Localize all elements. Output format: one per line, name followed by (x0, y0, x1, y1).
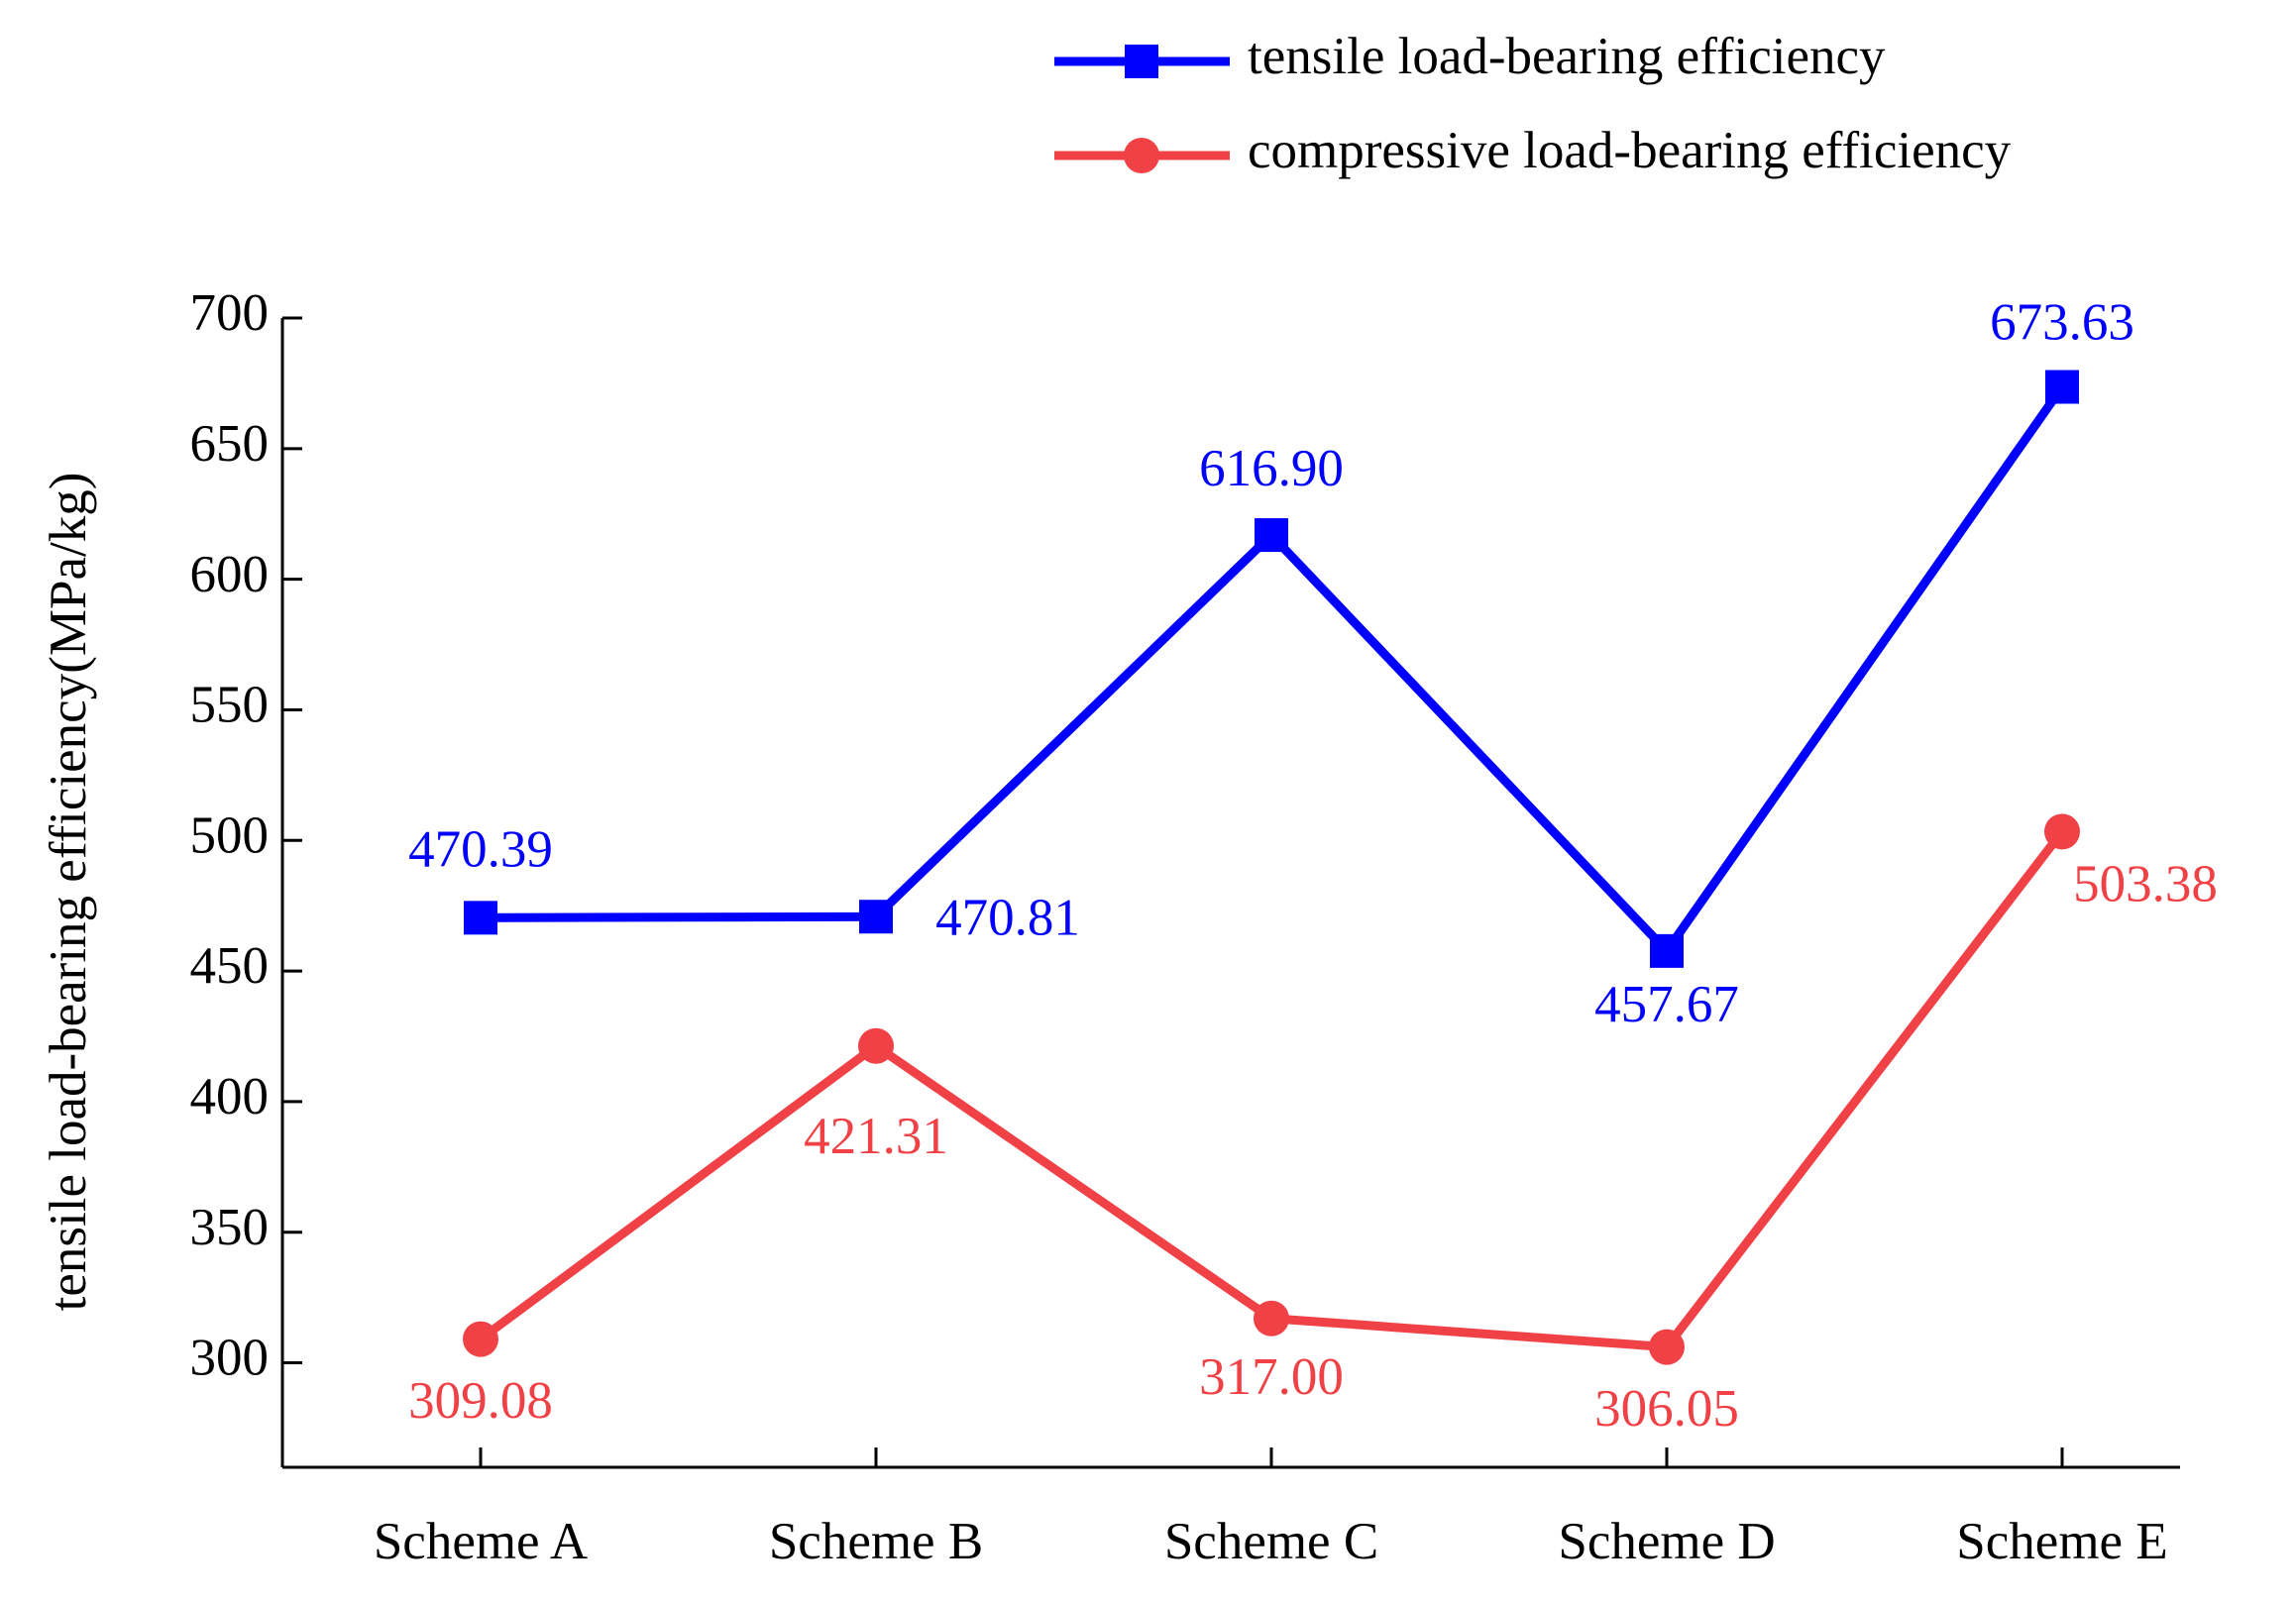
legend-label: tensile load-bearing efficiency (1248, 28, 1886, 85)
x-tick-label: Scheme C (1164, 1513, 1378, 1570)
data-label: 421.31 (804, 1108, 948, 1165)
marker (2045, 370, 2079, 404)
marker (1255, 518, 1288, 553)
data-label: 616.90 (1199, 440, 1344, 497)
y-axis-label: tensile load-bearing efficiency(MPa/kg) (40, 473, 97, 1312)
y-tick-label: 600 (190, 546, 270, 603)
x-tick-label: Scheme E (1956, 1513, 2167, 1570)
data-label: 470.81 (935, 889, 1080, 946)
marker (2044, 813, 2080, 850)
data-label: 503.38 (2073, 856, 2218, 913)
legend-label: compressive load-bearing efficiency (1248, 122, 2012, 179)
data-label: 306.05 (1594, 1380, 1739, 1438)
y-tick-label: 350 (190, 1199, 270, 1256)
data-label: 457.67 (1594, 976, 1739, 1033)
x-tick-label: Scheme D (1558, 1513, 1775, 1570)
y-tick-label: 700 (190, 284, 270, 342)
x-tick-label: Scheme B (769, 1513, 983, 1570)
y-tick-label: 450 (190, 937, 270, 995)
y-tick-label: 550 (190, 677, 270, 734)
y-tick-label: 400 (190, 1068, 270, 1125)
marker (859, 900, 893, 934)
marker (1125, 45, 1158, 78)
marker (1650, 933, 1684, 968)
series-line (478, 828, 2066, 1352)
data-label: 470.39 (408, 820, 553, 878)
y-tick-label: 500 (190, 806, 270, 864)
marker (858, 1027, 894, 1064)
y-tick-label: 650 (190, 415, 270, 473)
marker (1124, 138, 1159, 173)
marker (1254, 1300, 1289, 1337)
marker (464, 901, 497, 935)
data-label: 673.63 (1990, 294, 2134, 352)
x-tick-label: Scheme A (374, 1513, 588, 1570)
y-tick-label: 300 (190, 1330, 270, 1387)
marker (463, 1321, 498, 1357)
data-label: 309.08 (408, 1372, 553, 1430)
marker (1649, 1329, 1685, 1365)
data-label: 317.00 (1199, 1348, 1344, 1406)
